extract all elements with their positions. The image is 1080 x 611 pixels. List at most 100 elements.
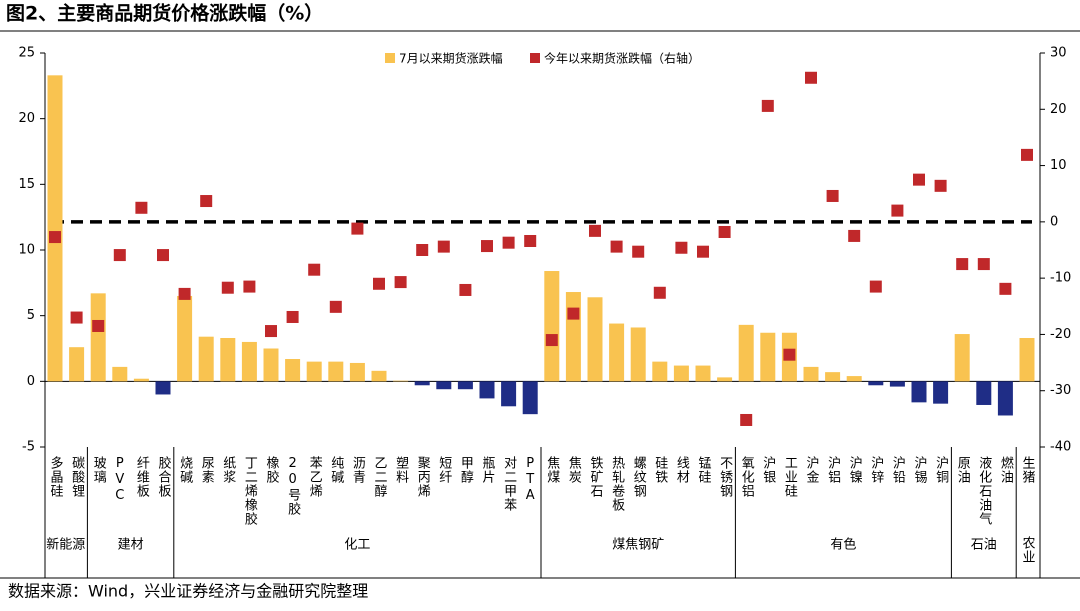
marker: [481, 240, 493, 253]
x-tick-label: 沥青: [350, 456, 366, 484]
x-tick-label: 工业硅: [782, 456, 798, 498]
x-tick-label: 线材: [674, 456, 690, 484]
x-tick-label: 烧碱: [177, 456, 193, 484]
x-tick-label: 短纤: [436, 456, 452, 484]
x-tick-label: 沪铅: [890, 455, 906, 484]
y2-tick-label: 10: [1050, 158, 1067, 173]
bar: [565, 292, 581, 382]
bar: [738, 324, 754, 382]
marker: [977, 258, 990, 271]
marker: [545, 334, 558, 347]
x-tick-label: 氧化铝: [739, 456, 755, 498]
y-tick-label: 15: [18, 177, 35, 192]
x-tick-label: 碳酸锂: [69, 456, 85, 498]
bar: [198, 336, 214, 382]
y2-tick-label: 0: [1050, 214, 1058, 229]
x-tick-label: 乙二醇: [372, 456, 388, 498]
x-tick-label: 20号胶: [285, 456, 301, 516]
marker: [92, 319, 105, 332]
bar: [544, 271, 560, 382]
marker: [653, 286, 666, 299]
marker: [265, 325, 277, 338]
marker: [956, 258, 969, 271]
marker: [761, 99, 774, 112]
x-tick-label: 螺纹钢: [631, 456, 647, 498]
bar: [393, 380, 409, 382]
x-tick-label: 沪锡: [912, 455, 928, 484]
x-tick-label: 苯乙烯: [307, 456, 323, 498]
group-label: 新能源: [46, 537, 85, 553]
x-tick-label: 铁矿石: [588, 456, 604, 498]
y-tick-label: 5: [27, 308, 35, 323]
marker: [848, 229, 861, 242]
x-tick-label: 玻璃: [91, 456, 107, 484]
x-tick-label: PVC: [112, 456, 127, 504]
legend-swatch: [530, 53, 540, 63]
source: 数据来源：Wind，兴业证券经济与金融研究院整理: [8, 582, 368, 601]
x-tick-label: 燃油: [998, 455, 1014, 484]
y2-tick-label: -10: [1050, 271, 1071, 286]
x-tick-label: 甲醇: [458, 456, 474, 484]
legend-label: 今年以来期货涨跌幅（右轴）: [544, 51, 700, 66]
bar: [414, 381, 430, 386]
marker: [718, 225, 731, 238]
group-label: 煤焦钢矿: [612, 538, 664, 553]
bar: [803, 366, 819, 382]
bar: [673, 365, 689, 382]
bar: [112, 366, 128, 382]
x-tick-label: 锰硅: [696, 456, 712, 484]
marker: [70, 311, 83, 324]
y-tick-label: 20: [18, 111, 35, 126]
x-tick-label: 原油: [955, 456, 971, 484]
x-tick-label: 沪银: [760, 455, 776, 484]
marker: [200, 195, 213, 208]
bar: [371, 370, 387, 382]
marker: [329, 300, 342, 313]
bar: [241, 341, 257, 382]
bar: [652, 361, 668, 382]
group-label: 建材: [118, 538, 144, 553]
marker: [308, 263, 321, 276]
marker: [286, 310, 299, 323]
bar: [889, 381, 905, 387]
bar: [306, 361, 322, 382]
bar: [155, 381, 171, 395]
bar: [522, 381, 538, 415]
marker: [697, 245, 709, 258]
x-tick-label: 沪锌: [868, 455, 884, 484]
bar: [587, 297, 603, 382]
bar: [933, 381, 949, 404]
legend-label: 7月以来期货涨跌幅: [399, 51, 503, 66]
x-tick-label: 不锈钢: [717, 456, 733, 498]
bar: [609, 323, 625, 382]
marker: [49, 231, 61, 244]
x-tick-label: 瓶片: [480, 456, 496, 484]
marker: [373, 277, 385, 290]
legend-swatch: [385, 53, 395, 63]
x-tick-label: 纸浆: [220, 456, 236, 484]
y2-tick-label: 30: [1050, 46, 1067, 61]
x-tick-label: 沪金: [804, 455, 820, 484]
x-tick-label: 胶合板: [156, 455, 172, 498]
bar: [69, 347, 85, 382]
x-tick-label: 纤维板: [134, 456, 150, 498]
y2-tick-label: -30: [1050, 383, 1071, 398]
bar: [47, 75, 63, 382]
marker: [437, 240, 450, 253]
marker: [351, 222, 364, 235]
bar: [976, 381, 992, 405]
x-tick-label: 沪镍: [847, 455, 863, 484]
x-tick-label: 焦炭: [566, 456, 582, 484]
marker: [913, 173, 925, 186]
marker: [502, 236, 515, 249]
marker: [589, 224, 601, 237]
marker: [999, 282, 1012, 295]
marker: [826, 189, 839, 202]
bar: [717, 377, 733, 382]
y-tick-label: -5: [22, 440, 35, 455]
bar: [868, 381, 884, 386]
marker: [459, 283, 472, 296]
chart-title: 图2、主要商品期货价格涨跌幅（%）: [6, 2, 323, 25]
marker: [891, 204, 904, 217]
marker: [135, 201, 148, 214]
